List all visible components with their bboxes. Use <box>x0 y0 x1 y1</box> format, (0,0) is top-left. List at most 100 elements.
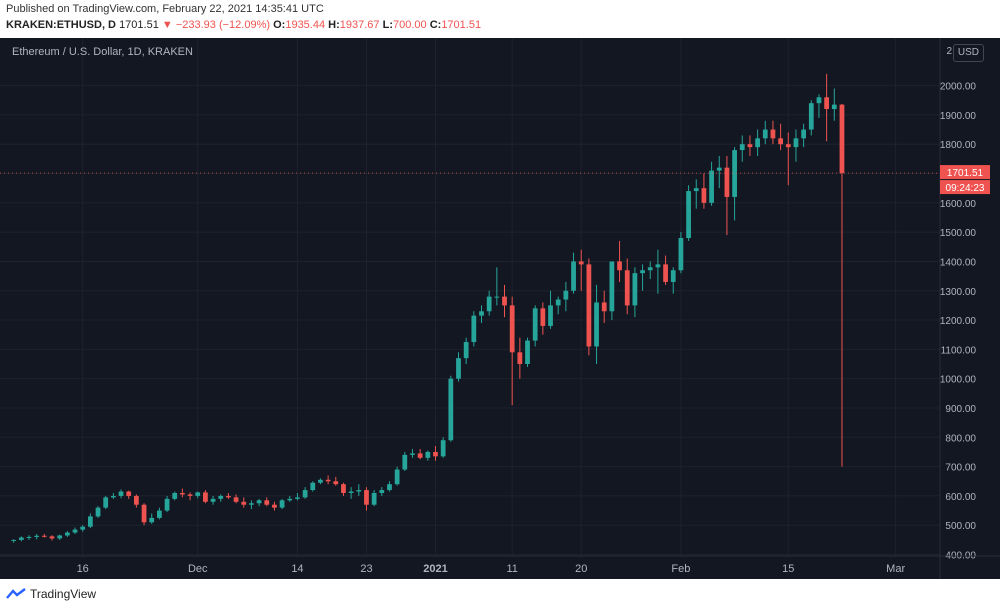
candle-body <box>563 290 569 300</box>
candle-body <box>333 481 339 485</box>
x-tick-label: 2021 <box>423 563 447 575</box>
candle-body <box>609 261 615 312</box>
candle-body <box>617 261 622 271</box>
header-bar: Published on TradingView.com, February 2… <box>0 0 1000 38</box>
candle-body <box>325 479 331 482</box>
close-label: C: <box>429 19 442 31</box>
candle-body <box>256 500 262 504</box>
candle-body <box>724 167 730 197</box>
candle-body <box>509 305 515 353</box>
y-tick-label: 1900.00 <box>940 111 977 122</box>
y-tick-label: 2000.00 <box>940 82 977 93</box>
y-tick-label: 800.00 <box>945 433 976 444</box>
high-value: 1937.67 <box>339 19 380 31</box>
candle-body <box>379 490 385 493</box>
candle-body <box>448 378 454 441</box>
candle-body <box>770 129 776 139</box>
candle-body <box>494 296 500 298</box>
x-tick-label: Dec <box>188 563 208 575</box>
candle-body <box>110 495 116 498</box>
low-value: 700.00 <box>392 19 427 31</box>
candle-body <box>532 308 538 341</box>
candle-body <box>149 517 155 523</box>
y-tick-label: 900.00 <box>945 404 976 415</box>
symbol-label: KRAKEN:ETHUSD, D <box>6 19 116 31</box>
candle-body <box>287 498 293 501</box>
candle-body <box>103 497 109 508</box>
published-info: Published on TradingView.com, February 2… <box>6 3 324 15</box>
x-tick-label: 23 <box>360 563 372 575</box>
candle-body <box>233 497 239 502</box>
candle-body <box>26 536 32 538</box>
candle-body <box>632 273 638 306</box>
candle-body <box>502 296 507 306</box>
currency-count: 2 <box>946 46 952 57</box>
candle-body <box>517 352 523 365</box>
candle-body <box>41 535 47 537</box>
candle-body <box>134 495 139 505</box>
candle-body <box>456 358 461 379</box>
candle-body <box>540 308 546 326</box>
candle-body <box>371 492 377 505</box>
candle-body <box>755 138 760 148</box>
footer: TradingView <box>0 579 1000 610</box>
x-tick-label: Mar <box>886 563 905 575</box>
candle-body <box>241 501 247 505</box>
candle-body <box>195 492 201 496</box>
ohlc-line: KRAKEN:ETHUSD, D 1701.51 ▼ −233.93 (−12.… <box>6 19 481 31</box>
candle-body <box>18 537 24 540</box>
candle-body <box>647 267 653 271</box>
candle-body <box>686 191 691 238</box>
candle-body <box>356 490 362 492</box>
price-change: ▼ −233.93 (−12.09%) <box>161 19 271 31</box>
y-tick-label: 1200.00 <box>940 316 977 327</box>
candle-body <box>824 97 830 110</box>
brand-name: TradingView <box>30 587 97 601</box>
high-label: H: <box>328 19 340 31</box>
candle-body <box>417 453 423 458</box>
candle-body <box>571 261 576 291</box>
candle-body <box>578 261 584 265</box>
candle-body <box>87 516 93 527</box>
candle-body <box>433 451 438 457</box>
candle-body <box>64 532 70 536</box>
close-value: 1701.51 <box>441 19 482 31</box>
y-tick-label: 600.00 <box>945 492 976 503</box>
candle-body <box>157 510 162 518</box>
candle-body <box>785 144 791 148</box>
chart-title: Ethereum / U.S. Dollar, 1D, KRAKEN <box>12 46 193 58</box>
countdown-tag-label: 09:24:23 <box>946 183 985 194</box>
candle-body <box>126 491 132 496</box>
candle-body <box>555 299 561 306</box>
candle-body <box>425 451 431 458</box>
candle-body <box>670 270 676 282</box>
candle-body <box>747 144 753 148</box>
candle-body <box>272 504 277 508</box>
candle-body <box>348 491 354 493</box>
candle-body <box>525 340 530 365</box>
low-label: L: <box>382 19 393 31</box>
candle-body <box>318 479 323 483</box>
candle-body <box>279 500 285 508</box>
candle-body <box>594 302 599 347</box>
currency-button[interactable]: USD <box>952 44 984 62</box>
x-tick-label: 16 <box>77 563 89 575</box>
tradingview-brand[interactable]: TradingView <box>6 587 96 601</box>
candle-body <box>655 264 661 268</box>
candle-body <box>249 503 254 505</box>
candle-body <box>801 129 806 139</box>
candlestick-chart[interactable]: 400.00500.00600.00700.00800.00900.001000… <box>0 38 1000 579</box>
x-tick-label: 15 <box>782 563 794 575</box>
candle-body <box>57 535 63 539</box>
candle-body <box>141 504 147 523</box>
tradingview-logo-icon <box>6 588 26 599</box>
candle-body <box>586 264 592 347</box>
last-price-tag <box>940 165 990 180</box>
candle-body <box>72 529 78 533</box>
candle-body <box>709 170 714 203</box>
last-price: 1701.51 <box>119 19 159 31</box>
chart-area[interactable]: 400.00 500.00 600.00 700.00 800.00 900.00 1000… <box>0 38 1000 579</box>
candle-body <box>739 144 745 151</box>
candle-body <box>402 454 408 470</box>
y-tick-label: 1000.00 <box>940 375 977 386</box>
